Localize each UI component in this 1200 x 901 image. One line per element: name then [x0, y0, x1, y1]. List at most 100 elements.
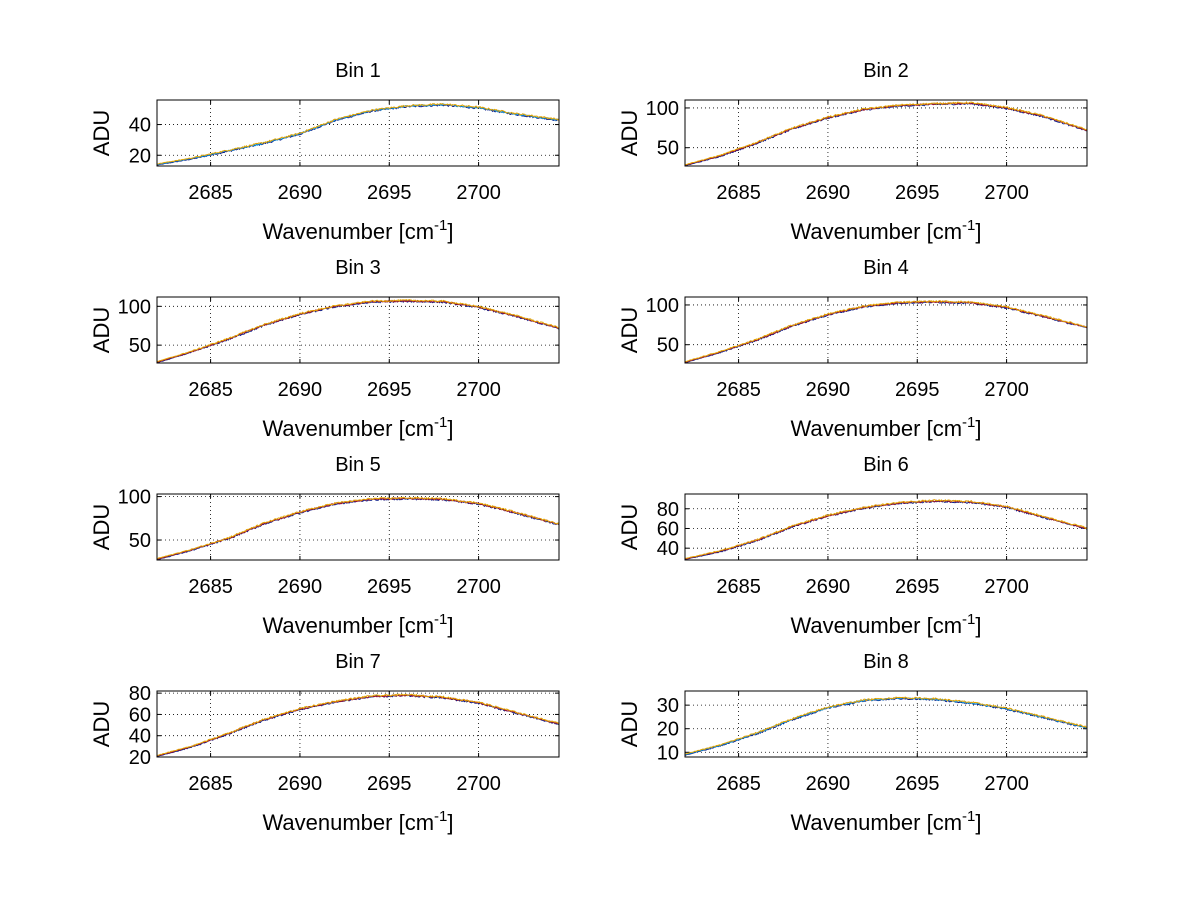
series-line-3 — [157, 496, 559, 560]
series-line-3 — [157, 298, 559, 363]
y-tick-label: 50 — [129, 335, 151, 357]
x-tick-label: 2700 — [456, 379, 501, 401]
y-tick-label: 100 — [118, 296, 151, 318]
series-line-2 — [685, 696, 1087, 756]
x-tick-label: 2700 — [984, 773, 1029, 795]
x-tick-label: 2685 — [716, 773, 761, 795]
y-axis-label: ADU — [89, 110, 114, 156]
x-tick-label: 2695 — [367, 576, 412, 598]
series-line-2 — [157, 299, 559, 363]
y-tick-label: 50 — [657, 335, 679, 357]
x-tick-label: 2690 — [806, 576, 851, 598]
x-tick-label: 2685 — [188, 182, 233, 204]
y-tick-label: 80 — [129, 683, 151, 705]
x-axis-label: Wavenumber [cm-1] — [790, 808, 981, 835]
x-axis-label: Wavenumber [cm-1] — [790, 414, 981, 441]
subplot-title: Bin 1 — [335, 60, 381, 82]
x-tick-label: 2695 — [367, 182, 412, 204]
x-axis-label-main: Wavenumber [cm — [790, 810, 962, 835]
subplot-bin-1: Bin 1 2685 2690 2695 2700 20 40 Wavenumber [cm-… — [89, 60, 560, 244]
x-tick-label: 2685 — [188, 773, 233, 795]
series-line-3 — [685, 101, 1087, 166]
y-tick-label: 10 — [657, 742, 679, 764]
x-tick-label: 2690 — [806, 379, 851, 401]
x-axis-label-close: ] — [447, 416, 453, 441]
y-axis-label: ADU — [617, 110, 642, 156]
y-tick-label: 60 — [657, 518, 679, 540]
y-axis-label: ADU — [89, 504, 114, 550]
x-tick-label: 2685 — [716, 182, 761, 204]
x-axis-label-close: ] — [447, 219, 453, 244]
series-line-1 — [157, 694, 559, 757]
subplot-title: Bin 7 — [335, 651, 381, 673]
y-axis-label: ADU — [617, 701, 642, 747]
x-axis-label-main: Wavenumber [cm — [262, 219, 434, 244]
subplot-bin-4: Bin 4 2685 2690 2695 2700 50 100 Wavenumber [cm… — [617, 257, 1088, 441]
x-axis-label-close: ] — [975, 416, 981, 441]
series-line-3 — [685, 300, 1087, 362]
y-tick-label: 40 — [129, 726, 151, 748]
x-axis-label-exponent: -1 — [962, 414, 975, 431]
y-tick-label: 40 — [657, 538, 679, 560]
y-tick-label: 20 — [657, 719, 679, 741]
y-tick-label: 60 — [129, 704, 151, 726]
series-line-1 — [685, 500, 1087, 560]
series-line-1 — [685, 697, 1087, 756]
x-tick-label: 2690 — [278, 576, 323, 598]
series-line-1 — [157, 299, 559, 363]
axes-box — [156, 690, 560, 758]
y-axis-label: ADU — [617, 307, 642, 353]
x-tick-label: 2690 — [278, 182, 323, 204]
x-tick-label: 2685 — [188, 379, 233, 401]
x-tick-label: 2695 — [367, 773, 412, 795]
axes-box — [156, 99, 560, 167]
x-axis-label-exponent: -1 — [434, 611, 447, 628]
series-line-2 — [685, 102, 1087, 166]
subplot-title: Bin 3 — [335, 257, 381, 279]
subplot-title: Bin 8 — [863, 651, 909, 673]
subplot-bin-5: Bin 5 2685 2690 2695 2700 50 100 Wavenumber [cm… — [89, 454, 560, 638]
axes-box — [684, 690, 1088, 758]
series-line-1 — [685, 301, 1087, 363]
series-line-2 — [685, 300, 1087, 363]
y-tick-label: 30 — [657, 695, 679, 717]
axes-box — [684, 99, 1088, 167]
x-tick-label: 2690 — [278, 379, 323, 401]
x-axis-label: Wavenumber [cm-1] — [262, 611, 453, 638]
subplot-title: Bin 4 — [863, 257, 909, 279]
x-axis-label: Wavenumber [cm-1] — [262, 217, 453, 244]
x-tick-label: 2690 — [278, 773, 323, 795]
y-tick-label: 100 — [118, 487, 151, 509]
x-tick-label: 2695 — [895, 182, 940, 204]
y-tick-label: 50 — [129, 530, 151, 552]
x-tick-label: 2695 — [367, 379, 412, 401]
series-line-1 — [157, 104, 559, 166]
x-tick-label: 2695 — [895, 773, 940, 795]
series-line-3 — [685, 499, 1087, 559]
x-tick-label: 2685 — [716, 379, 761, 401]
x-axis-label-main: Wavenumber [cm — [262, 810, 434, 835]
x-tick-label: 2700 — [456, 182, 501, 204]
x-tick-label: 2690 — [806, 182, 851, 204]
x-axis-label: Wavenumber [cm-1] — [790, 611, 981, 638]
x-axis-label-main: Wavenumber [cm — [790, 416, 962, 441]
subplot-title: Bin 5 — [335, 454, 381, 476]
x-tick-label: 2700 — [984, 576, 1029, 598]
y-tick-label: 20 — [129, 747, 151, 769]
x-tick-label: 2690 — [806, 773, 851, 795]
y-axis-label: ADU — [89, 307, 114, 353]
x-axis-label-close: ] — [975, 219, 981, 244]
x-axis-label: Wavenumber [cm-1] — [790, 217, 981, 244]
y-axis-label: ADU — [617, 504, 642, 550]
x-axis-label: Wavenumber [cm-1] — [262, 414, 453, 441]
x-axis-label-exponent: -1 — [962, 808, 975, 825]
y-axis-label: ADU — [89, 701, 114, 747]
subplot-title: Bin 6 — [863, 454, 909, 476]
y-tick-label: 20 — [129, 145, 151, 167]
subplot-bin-2: Bin 2 2685 2690 2695 2700 50 100 Wavenumber [cm… — [617, 60, 1088, 244]
x-axis-label-close: ] — [447, 613, 453, 638]
x-tick-label: 2695 — [895, 576, 940, 598]
